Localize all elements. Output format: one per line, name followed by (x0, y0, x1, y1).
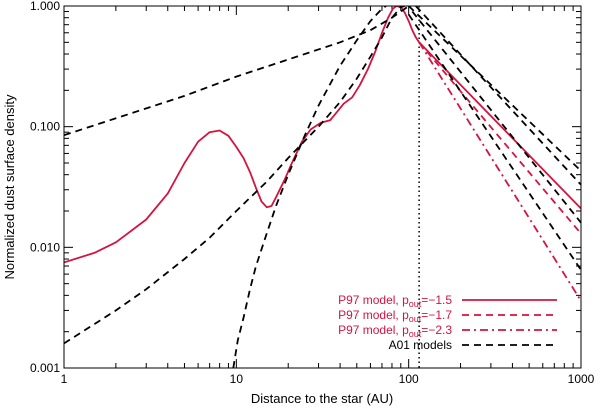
x-tick-label: 100 (399, 372, 419, 386)
series-line (64, 6, 410, 137)
series-line (418, 41, 581, 302)
y-tick-label: 1.000 (30, 0, 60, 13)
y-axis-title: Normalized dust surface density (2, 94, 17, 279)
x-axis-title: Distance to the star (AU) (251, 391, 393, 406)
series-line (407, 13, 581, 271)
series-line (232, 6, 387, 368)
y-tick-label: 0.001 (30, 361, 60, 375)
series-layer (64, 6, 581, 368)
plot-frame (63, 5, 582, 369)
series-line (411, 10, 581, 224)
legend-label: P97 model, pout=−2.3 (338, 323, 452, 339)
legend-label: P97 model, pout=−1.7 (338, 308, 452, 324)
series-line (418, 41, 581, 235)
y-tick-label: 0.010 (30, 240, 60, 254)
legend-label: A01 models (389, 338, 452, 352)
series-line (64, 6, 406, 345)
tick-labels: 1 10 100 1000 0.001 0.010 0.100 1.000 (30, 0, 595, 386)
y-tick-label: 0.100 (30, 120, 60, 134)
series-line (64, 6, 420, 264)
x-tick-label: 1 (61, 372, 68, 386)
legend-label: P97 model, pout=−1.5 (338, 293, 452, 309)
axes-ticks (63, 6, 581, 369)
x-tick-label: 1000 (568, 372, 595, 386)
series-line (408, 6, 581, 172)
series-line (415, 6, 581, 186)
x-tick-label: 10 (230, 372, 244, 386)
